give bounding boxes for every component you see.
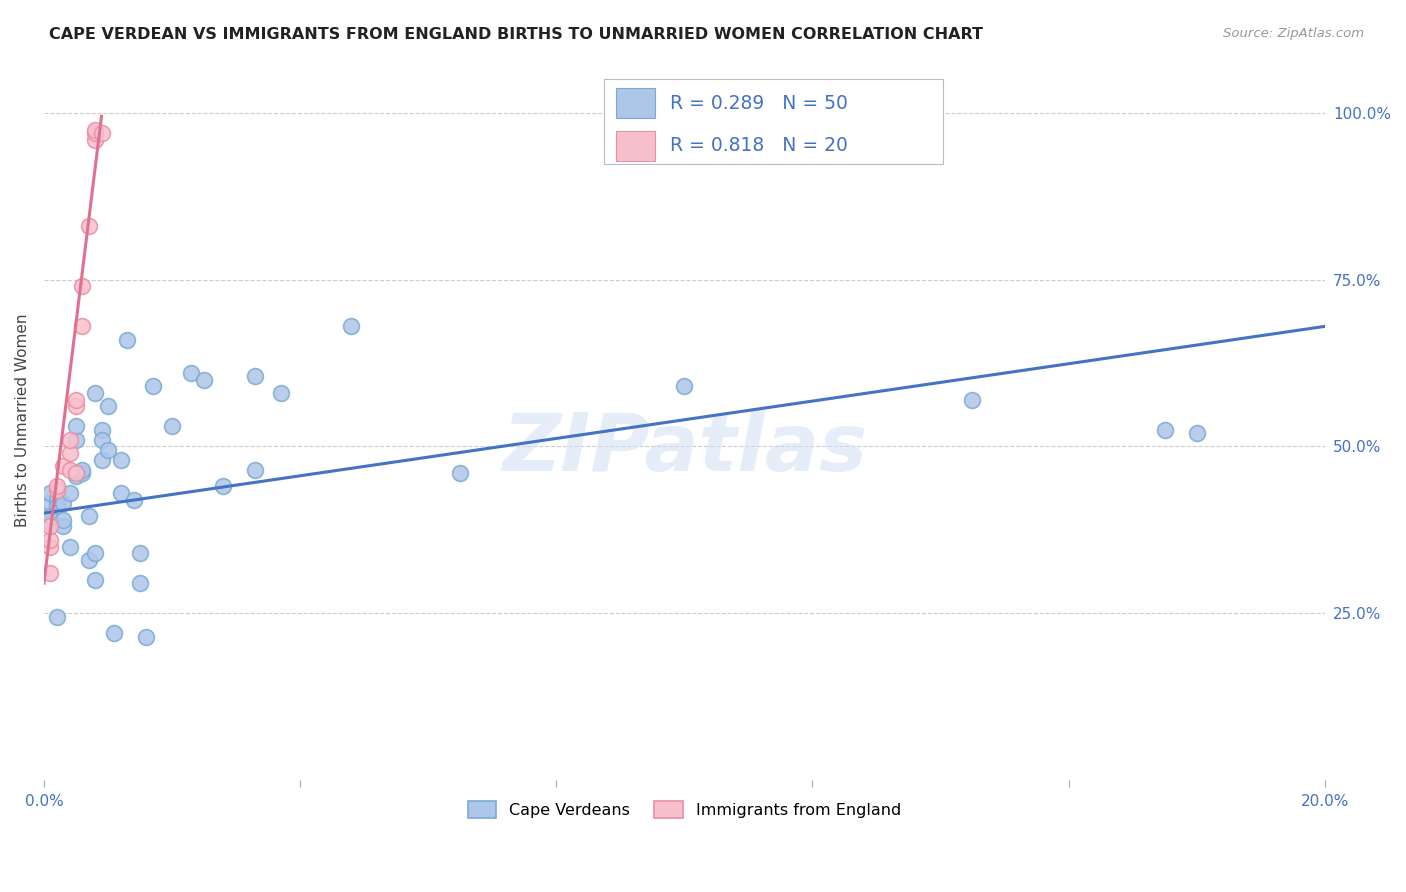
Point: [65, 466, 87, 480]
Point: [270, 386, 292, 401]
Point: [65, 392, 87, 407]
Point: [97, 400, 120, 414]
Point: [84, 573, 107, 587]
Point: [58, 540, 80, 554]
Point: [1153, 423, 1175, 437]
Point: [142, 379, 165, 393]
Point: [673, 379, 696, 393]
Point: [84, 122, 107, 136]
Point: [77, 553, 100, 567]
Point: [65, 469, 87, 483]
Point: [39, 519, 62, 533]
Point: [52, 459, 75, 474]
Point: [115, 333, 138, 347]
Point: [45, 483, 67, 497]
Point: [52, 519, 75, 533]
Text: ZIPatlas: ZIPatlas: [502, 409, 866, 488]
Point: [193, 373, 215, 387]
Point: [90, 452, 112, 467]
Point: [39, 496, 62, 510]
Legend: Cape Verdeans, Immigrants from England: Cape Verdeans, Immigrants from England: [460, 794, 908, 826]
Point: [39, 486, 62, 500]
Text: CAPE VERDEAN VS IMMIGRANTS FROM ENGLAND BIRTHS TO UNMARRIED WOMEN CORRELATION CH: CAPE VERDEAN VS IMMIGRANTS FROM ENGLAND …: [49, 27, 983, 42]
Point: [45, 609, 67, 624]
Point: [84, 126, 107, 140]
Point: [58, 433, 80, 447]
Point: [122, 492, 145, 507]
Point: [39, 540, 62, 554]
Point: [84, 133, 107, 147]
Point: [962, 392, 984, 407]
Point: [180, 366, 202, 380]
Point: [103, 626, 125, 640]
Point: [84, 386, 107, 401]
FancyBboxPatch shape: [616, 88, 655, 119]
Point: [212, 479, 235, 493]
Point: [90, 433, 112, 447]
Text: R = 0.818   N = 20: R = 0.818 N = 20: [671, 136, 848, 155]
Point: [449, 466, 471, 480]
Point: [97, 442, 120, 457]
FancyBboxPatch shape: [616, 130, 655, 161]
Point: [65, 466, 87, 480]
Point: [52, 513, 75, 527]
Text: Source: ZipAtlas.com: Source: ZipAtlas.com: [1223, 27, 1364, 40]
Point: [39, 566, 62, 581]
Point: [245, 463, 267, 477]
Point: [77, 509, 100, 524]
Text: R = 0.289   N = 50: R = 0.289 N = 50: [671, 94, 848, 112]
Point: [39, 516, 62, 531]
Point: [58, 463, 80, 477]
Y-axis label: Births to Unmarried Women: Births to Unmarried Women: [15, 313, 30, 526]
Point: [77, 219, 100, 234]
Point: [65, 400, 87, 414]
Point: [129, 576, 152, 591]
FancyBboxPatch shape: [603, 79, 943, 164]
Point: [72, 463, 94, 477]
Point: [110, 452, 132, 467]
Point: [84, 546, 107, 560]
Point: [135, 630, 157, 644]
Point: [129, 546, 152, 560]
Point: [72, 279, 94, 293]
Point: [1185, 426, 1208, 441]
Point: [245, 369, 267, 384]
Point: [72, 319, 94, 334]
Point: [110, 486, 132, 500]
Point: [45, 479, 67, 493]
Point: [72, 466, 94, 480]
Point: [39, 533, 62, 547]
Point: [65, 419, 87, 434]
Point: [58, 446, 80, 460]
Point: [45, 492, 67, 507]
Point: [45, 500, 67, 514]
Point: [90, 423, 112, 437]
Point: [90, 126, 112, 140]
Point: [340, 319, 363, 334]
Point: [58, 486, 80, 500]
Point: [65, 433, 87, 447]
Point: [52, 496, 75, 510]
Point: [39, 509, 62, 524]
Point: [160, 419, 183, 434]
